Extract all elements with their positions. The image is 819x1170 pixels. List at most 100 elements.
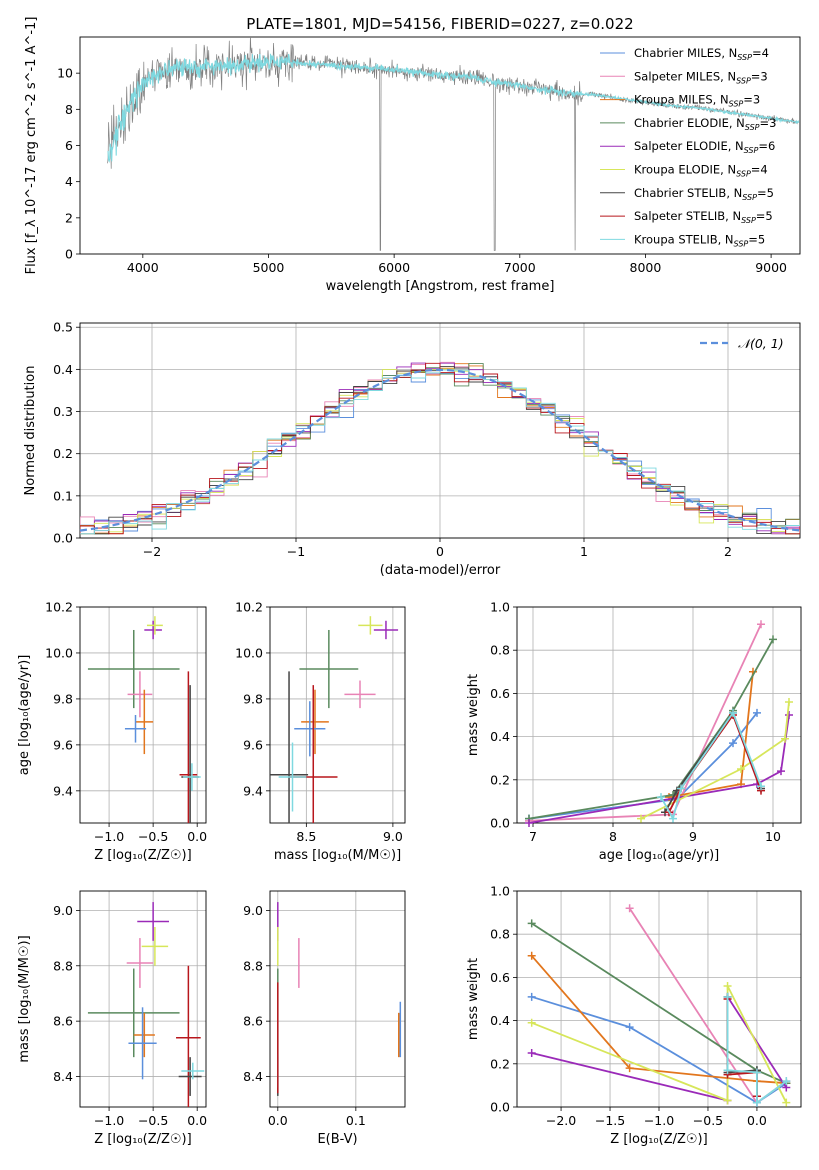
y-tick-label: 0.6 (490, 970, 510, 985)
y-tick-label: 9.0 (53, 903, 73, 918)
legend-entry: 𝒩(0, 1) (738, 336, 784, 351)
x-axis-label: Z [log₁₀(Z/Z☉)] (610, 1132, 707, 1147)
x-tick-label: 9 (689, 829, 697, 844)
legend-entry: Salpeter STELIB, NSSP=5 (634, 209, 773, 225)
residual-histogram-step (80, 362, 800, 535)
mass-weight-point-marker (752, 1098, 761, 1107)
mass-weight-point-marker (729, 739, 737, 748)
legend-subscript: SSP (742, 193, 757, 202)
mass-weight-point-marker (785, 698, 793, 707)
y-tick-label: 1.0 (490, 600, 510, 615)
x-tick-label: −0.5 (693, 1113, 723, 1128)
x-tick-label: 9.0 (383, 829, 403, 844)
spectrum-panel: 4000 5000 6000 7000 8000 9000 0 2 4 6 8 10 wavelengt… (24, 17, 801, 294)
y-tick-label: 0.5 (53, 320, 73, 335)
y-tick-label: 4 (65, 174, 73, 189)
mass-vs-ebv-panel: 0.0 0.1 8.4 8.6 8.8 9.0 E(B-V) (243, 890, 406, 1147)
x-tick-label: −0.5 (138, 829, 168, 844)
y-tick-label: 0.3 (53, 404, 73, 419)
legend-subscript: SSP (736, 76, 751, 85)
x-tick-label: 0.0 (187, 829, 207, 844)
mass-weight-point-marker (737, 765, 745, 773)
legend-count: =4 (751, 163, 768, 177)
legend-count: =5 (748, 232, 765, 246)
legend-count: =4 (752, 46, 769, 60)
y-axis-label: mass weight (466, 674, 481, 756)
mass-weight-series-line (528, 712, 758, 820)
legend-label: Chabrier MILES, N (634, 46, 737, 60)
y-axis-label: mass [log₁₀(M/M☉)] (17, 935, 32, 1062)
y-tick-label: 0.1 (53, 488, 73, 503)
x-tick-label: 8000 (630, 260, 662, 275)
legend-count: =5 (757, 186, 774, 200)
legend-label: Kroupa ELODIE, N (634, 163, 736, 177)
y-tick-label: 9.0 (243, 903, 263, 918)
mass-weight-point-marker (729, 708, 737, 717)
axes-frame (79, 890, 207, 1108)
legend-subscript: SSP (736, 170, 751, 179)
gaussian-reference-curve (79, 368, 801, 532)
figure-title: PLATE=1801, MJD=54156, FIBERID=0227, z=0… (246, 15, 633, 33)
x-tick-label: −1 (287, 544, 305, 559)
legend-label: Kroupa MILES, N (634, 93, 729, 107)
y-tick-label: 8.4 (243, 1069, 263, 1084)
y-tick-label: 0.6 (490, 686, 510, 701)
mass-weight-point-marker (527, 919, 536, 928)
y-tick-label: 0.2 (490, 772, 510, 787)
legend-entry: Kroupa ELODIE, NSSP=4 (634, 163, 768, 179)
x-tick-label: 1 (580, 544, 588, 559)
legend-subscript: SSP (745, 123, 760, 132)
x-tick-label: −1.0 (94, 829, 124, 844)
x-tick-label: 2 (724, 544, 732, 559)
mass-weight-point-marker (723, 982, 732, 991)
x-tick-label: 0.1 (346, 1113, 366, 1128)
y-tick-label: 0.8 (490, 927, 510, 942)
axes-frame (79, 606, 207, 824)
mass-weight-point-marker (723, 992, 732, 1001)
x-axis-label: Z [log₁₀(Z/Z☉)] (94, 1132, 191, 1147)
x-axis-label: E(B-V) (317, 1132, 357, 1147)
y-tick-label: 8.8 (53, 958, 73, 973)
y-tick-label: 0.4 (490, 729, 510, 744)
x-axis-label: age [log₁₀(age/yr)] (599, 848, 720, 863)
y-tick-label: 10.0 (45, 645, 73, 660)
legend-label: Kroupa STELIB, N (634, 232, 734, 246)
y-tick-label: 8.6 (53, 1014, 73, 1029)
x-tick-label: 6000 (378, 260, 410, 275)
axes-frame (269, 890, 406, 1108)
legend-entry: Chabrier ELODIE, NSSP=3 (634, 116, 776, 132)
mass-weight-series-line (528, 638, 774, 820)
x-axis-label: mass [log₁₀(M/M☉)] (274, 848, 401, 863)
legend-count: =5 (756, 209, 773, 223)
y-axis-label: age [log₁₀(age/yr)] (17, 655, 32, 776)
mass-weight-point-marker (782, 1077, 791, 1086)
mass-weight-point-marker (753, 708, 761, 717)
mass-weight-point-marker (723, 1096, 732, 1105)
legend-label: Salpeter MILES, N (634, 69, 736, 83)
y-tick-label: 9.4 (243, 783, 263, 798)
y-tick-label: 10.2 (45, 600, 73, 615)
legend-subscript: SSP (741, 216, 756, 225)
y-tick-label: 0 (65, 247, 73, 262)
axes-frame (516, 890, 802, 1108)
x-tick-label: 0 (436, 544, 444, 559)
y-tick-label: 0.4 (53, 362, 73, 377)
x-tick-label: 7 (529, 829, 537, 844)
y-tick-label: 9.8 (53, 691, 73, 706)
y-tick-label: 6 (65, 138, 73, 153)
mass-weight-point-marker (625, 904, 634, 913)
mass-weight-series-line (640, 701, 790, 820)
legend-entry: Kroupa STELIB, NSSP=5 (634, 232, 765, 248)
y-tick-label: 9.8 (243, 691, 263, 706)
mass-weight-point-marker (625, 1023, 634, 1032)
x-tick-label: −1.0 (644, 1113, 674, 1128)
mass-weight-series-line (528, 714, 790, 823)
axes-frame (516, 606, 802, 824)
mass-weight-series-line (531, 955, 787, 1085)
y-tick-label: 10.0 (235, 645, 263, 660)
x-axis-label: (data-model)/error (380, 563, 501, 578)
y-tick-label: 8 (65, 102, 73, 117)
y-tick-label: 0.2 (53, 446, 73, 461)
x-tick-label: −2.0 (546, 1113, 576, 1128)
